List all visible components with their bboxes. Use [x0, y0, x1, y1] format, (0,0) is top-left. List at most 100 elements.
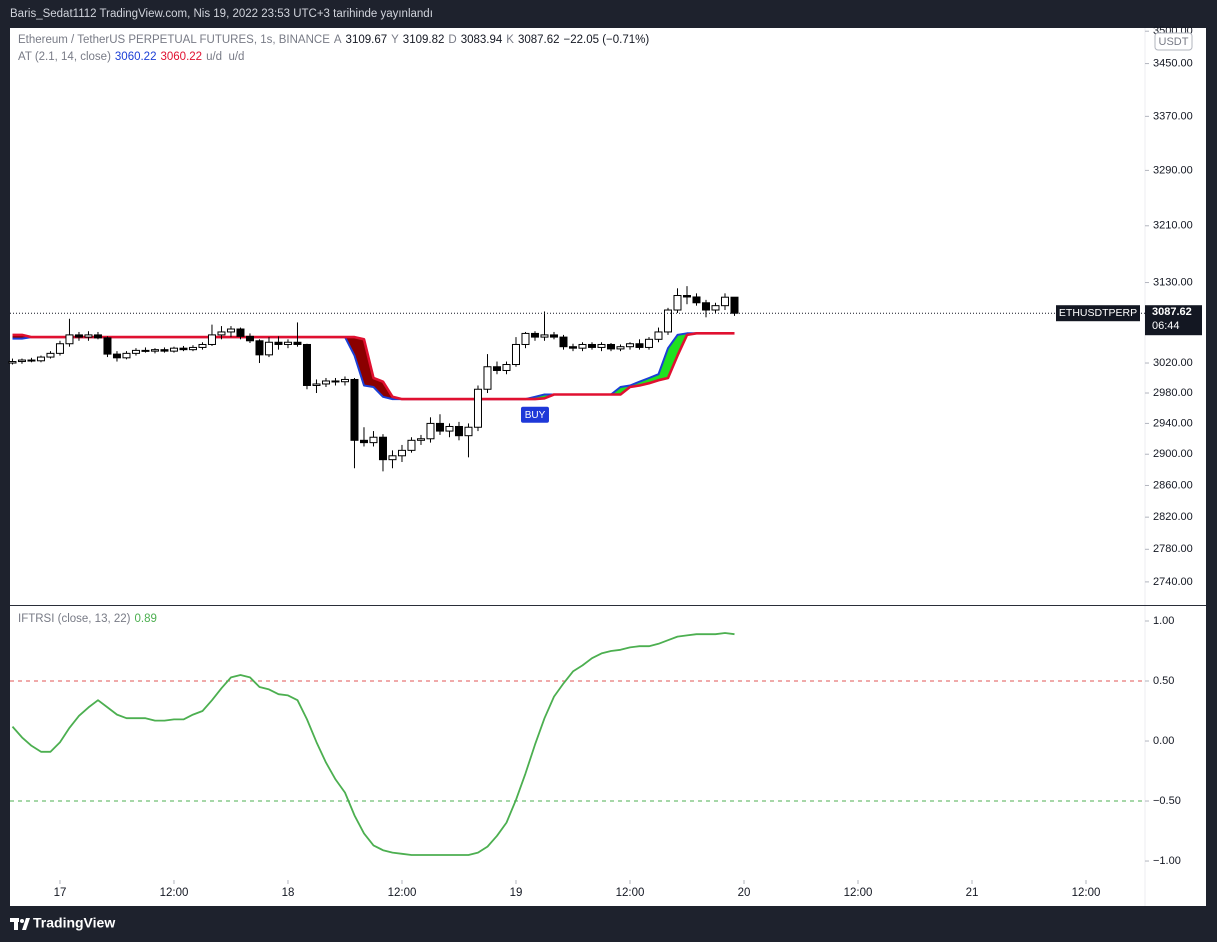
price-label: 3087.62 — [1152, 306, 1192, 318]
candle-body — [312, 383, 321, 386]
y-tick-label: 3450.00 — [1153, 57, 1193, 69]
x-tick-label: 21 — [966, 887, 979, 899]
candle-body — [122, 352, 131, 359]
currency-label: USDT — [1159, 36, 1189, 48]
candle-body — [578, 343, 587, 349]
candle-body — [36, 356, 45, 362]
publisher-bar: Baris_Sedat1112 TradingView.com, Nis 19,… — [10, 8, 433, 20]
candle-body — [711, 305, 720, 311]
candle-body — [160, 349, 169, 352]
candle-body — [93, 334, 102, 339]
candle-body — [150, 349, 159, 352]
y-tick-label: −1.00 — [1153, 855, 1181, 867]
candle-body — [359, 439, 368, 444]
candle-body — [169, 347, 178, 352]
indicator-legend: AT (2.1, 14, close) 3060.22 3060.22 u/d u/d — [18, 51, 248, 63]
candle-body — [502, 364, 511, 371]
indicator-value: 3060.22 — [160, 51, 203, 63]
candle-body — [141, 349, 150, 352]
candle-body — [568, 346, 577, 349]
indicator-tail: u/d u/d — [206, 51, 245, 63]
y-tick-label: 3290.00 — [1153, 164, 1193, 176]
price-box — [1145, 305, 1202, 336]
y-tick-label: 0.00 — [1153, 735, 1174, 747]
y-tick-label: 3370.00 — [1153, 110, 1193, 122]
logo-icon — [10, 918, 30, 930]
candle-body — [179, 347, 188, 351]
ohlc-letter: D — [448, 34, 457, 46]
oscillator-name: IFTRSI (close, 13, 22) — [18, 613, 131, 625]
candle-body — [464, 426, 473, 437]
x-tick-label: 12:00 — [388, 887, 417, 899]
candle-body — [293, 341, 302, 345]
symbol: Ethereum / TetherUS PERPETUAL FUTURES, 1… — [18, 34, 330, 46]
y-tick-label: 2900.00 — [1153, 448, 1193, 460]
candle-body — [407, 439, 416, 451]
y-tick-label: 3130.00 — [1153, 276, 1193, 288]
candle-body — [635, 343, 644, 348]
candle-body — [103, 337, 112, 355]
currency-box — [1154, 32, 1193, 51]
candle-body — [397, 449, 406, 457]
candle-body — [540, 334, 549, 338]
band-fill — [373, 378, 383, 397]
y-tick-label: 1.00 — [1153, 615, 1174, 627]
change: −22.05 (−0.71%) — [563, 34, 650, 46]
candle-body — [350, 378, 359, 441]
candle-body — [454, 425, 463, 437]
ohlc-letter: K — [506, 34, 514, 46]
main-legend: Ethereum / TetherUS PERPETUAL FUTURES, 1… — [18, 34, 653, 46]
candle-body — [416, 438, 425, 441]
y-tick-label: 2860.00 — [1153, 479, 1193, 491]
candle-body — [226, 328, 235, 333]
x-tick-label: 19 — [510, 887, 523, 899]
candle-body — [483, 366, 492, 390]
candle-body — [426, 422, 435, 440]
oscillator-legend: IFTRSI (close, 13, 22) 0.89 — [18, 613, 161, 625]
x-tick-label: 17 — [54, 887, 67, 899]
ohlc-value: 3109.82 — [402, 34, 445, 46]
candle-body — [378, 436, 387, 461]
candle-body — [720, 296, 729, 307]
x-tick-label: 12:00 — [1072, 887, 1101, 899]
candle-body — [559, 336, 568, 348]
indicator-value: 3060.22 — [114, 51, 157, 63]
y-tick-label: 2780.00 — [1153, 543, 1193, 555]
y-tick-label: 0.50 — [1153, 675, 1174, 687]
x-tick-label: 20 — [738, 887, 751, 899]
x-tick-label: 18 — [282, 887, 295, 899]
candle-body — [616, 346, 625, 350]
y-tick-label: 2820.00 — [1153, 511, 1193, 523]
candle-body — [74, 334, 83, 338]
candle-body — [473, 388, 482, 428]
candle-body — [255, 340, 264, 356]
candle-body — [663, 309, 672, 333]
candle-body — [274, 341, 283, 345]
candle-body — [511, 343, 520, 366]
signal-label: BUY — [525, 410, 546, 421]
candle-body — [445, 425, 454, 432]
oscillator-value: 0.89 — [134, 613, 157, 625]
candle-body — [625, 343, 634, 348]
candle-body — [682, 295, 691, 298]
candle-body — [55, 343, 64, 354]
y-tick-label: 3020.00 — [1153, 357, 1193, 369]
candle-body — [188, 346, 197, 351]
ohlc-value: 3087.62 — [517, 34, 560, 46]
candle-body — [521, 332, 530, 345]
candle-body — [8, 361, 17, 364]
x-tick-label: 12:00 — [616, 887, 645, 899]
candle-body — [673, 295, 682, 311]
candle-body — [435, 422, 444, 432]
candle-body — [198, 343, 207, 348]
candle-body — [321, 380, 330, 385]
indicator-name: AT (2.1, 14, close) — [18, 51, 111, 63]
y-tick-label: 3500.00 — [1153, 25, 1193, 37]
indicator-line — [12, 332, 735, 401]
candle-body — [331, 380, 340, 383]
ohlc-value: 3083.94 — [460, 34, 503, 46]
candle-body — [730, 296, 739, 314]
y-tick-label: 2740.00 — [1153, 576, 1193, 588]
candle-body — [112, 353, 121, 359]
